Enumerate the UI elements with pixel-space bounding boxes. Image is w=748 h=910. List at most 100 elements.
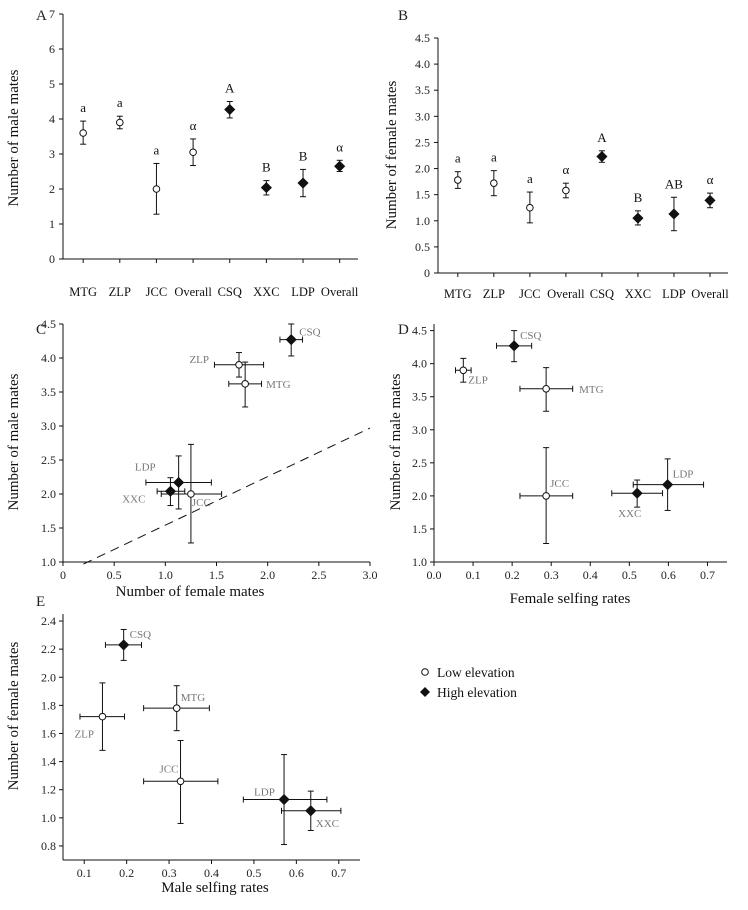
panel-letter: C [36,322,46,338]
data-point-xxc [631,487,643,499]
data-point-xxc [260,182,272,194]
y-tick-label: 1.5 [41,521,56,535]
category-label: MTG [444,287,472,301]
y-tick-label: 0 [49,252,55,266]
significance-letter: a [455,151,461,166]
y-tick-label: 2.5 [412,456,427,470]
y-tick-label: 3.5 [415,83,430,97]
x-tick-label: 1.0 [158,568,173,582]
data-point-overall [334,160,346,172]
point-label: XXC [618,508,641,520]
panel-d: D 1.0 1.5 2.0 2.5 3.0 3.5 4.0 4.5 0.0 0.1 0.2 0.3 0.4… [388,322,727,607]
legend-high-label: High elevation [437,685,517,700]
data-point-jcc [176,777,185,786]
y-tick-label: 1.4 [41,755,56,769]
y-tick-label: 3 [49,147,55,161]
x-tick-label: 0.2 [119,866,134,880]
x-tick-label: 0.1 [77,866,92,880]
data-point-mtg [454,176,462,184]
x-tick-label: 2.5 [311,568,326,582]
data-point-ldp [668,208,680,220]
y-tick-label: 1 [49,217,55,231]
y-tick-label: 1.0 [412,555,427,569]
point-label: ZLP [468,374,488,386]
point-label: ZLP [74,729,94,741]
x-tick-label: 0 [60,568,66,582]
category-label: XXC [253,285,279,299]
y-tick-label: 2.0 [41,670,56,684]
significance-letter: α [336,139,343,154]
category-label: LDP [662,287,686,301]
panel-letter: A [36,8,47,24]
y-axis-title: Number of female mates [6,642,22,791]
data-point-mtg [241,380,249,388]
legend: Low elevation High elevation [420,665,517,700]
y-tick-label: 3.5 [412,390,427,404]
y-axis-title: Number of male mates [388,373,404,510]
x-tick-label: 0.1 [466,568,481,582]
y-tick-label: 2.5 [415,135,430,149]
y-tick-label: 7 [49,7,55,21]
y-tick-label: 4.5 [41,317,56,331]
y-axis-title: Number of male mates [6,69,22,206]
data-point-ldp [662,479,674,491]
data-point-ldp [278,793,290,806]
x-axis-title: Number of female mates [116,584,265,600]
x-tick-label: 1.5 [209,568,224,582]
panel-b: B 0 0.5 1.0 1.5 2.0 2.5 3.0 3.5 4.0 4.5 MTG ZLP JCC Ov… [384,8,729,301]
x-tick-label: 0.6 [289,866,304,880]
y-tick-label: 3.0 [41,419,56,433]
y-tick-label: 3.5 [41,385,56,399]
x-tick-label: 0.6 [661,568,676,582]
significance-letter: a [117,95,123,110]
data-point-ldp [173,476,185,489]
significance-letter: a [154,142,160,157]
point-label: JCC [160,763,179,775]
point-label: JCC [550,478,569,490]
y-tick-label: 4.0 [41,351,56,365]
y-tick-label: 1.5 [415,188,430,202]
significance-letter: B [262,160,271,175]
y-tick-label: 1.5 [412,522,427,536]
data-point-xxc [305,805,317,817]
data-point-csq [508,340,520,352]
panel-letter: B [398,8,408,24]
data-point-csq [224,103,236,116]
y-tick-label: 4.5 [415,31,430,45]
data-point-zlp [490,179,498,187]
legend-high-marker [420,687,430,697]
point-label: ZLP [189,354,209,366]
category-label: CSQ [218,285,242,299]
y-axis-title: Number of male mates [6,373,22,510]
significance-letter: A [597,130,607,145]
significance-letter: a [527,171,533,186]
point-label: CSQ [299,327,320,339]
data-point-mtg [79,129,87,137]
category-label: LDP [291,285,315,299]
category-label: ZLP [109,285,131,299]
panel-letter: D [398,322,409,338]
x-tick-label: 0.4 [583,568,598,582]
y-tick-label: 2.0 [41,487,56,501]
y-tick-label: 1.2 [41,783,56,797]
x-tick-label: 0.5 [107,568,122,582]
point-label: MTG [579,384,604,396]
data-point-jcc [526,203,534,212]
point-label: XXC [122,493,145,505]
panel-c: C 1.0 1.5 2.0 2.5 3.0 3.5 4.0 4.5 0 0.5 1.0 1.5 2.0 2.… [6,317,378,600]
x-tick-label: 2.0 [260,568,275,582]
panel-letter: E [36,594,45,610]
panel-e: E 0.8 1.0 1.2 1.4 1.6 1.8 2.0 2.2 2.4 0.1 0.2 0.3 0.4… [6,594,360,896]
data-point-mtg [172,704,181,712]
point-label: LDP [673,469,694,481]
data-point-zlp [98,712,107,721]
data-point-ldp [297,177,309,189]
y-tick-label: 1.8 [41,698,56,712]
data-point-xxc [632,212,644,224]
y-tick-label: 4 [49,112,55,126]
y-tick-label: 2.5 [41,453,56,467]
data-point-zlp [459,366,468,375]
data-point-csq [596,150,608,163]
point-label: LDP [135,461,156,473]
y-tick-label: 1.0 [415,214,430,228]
